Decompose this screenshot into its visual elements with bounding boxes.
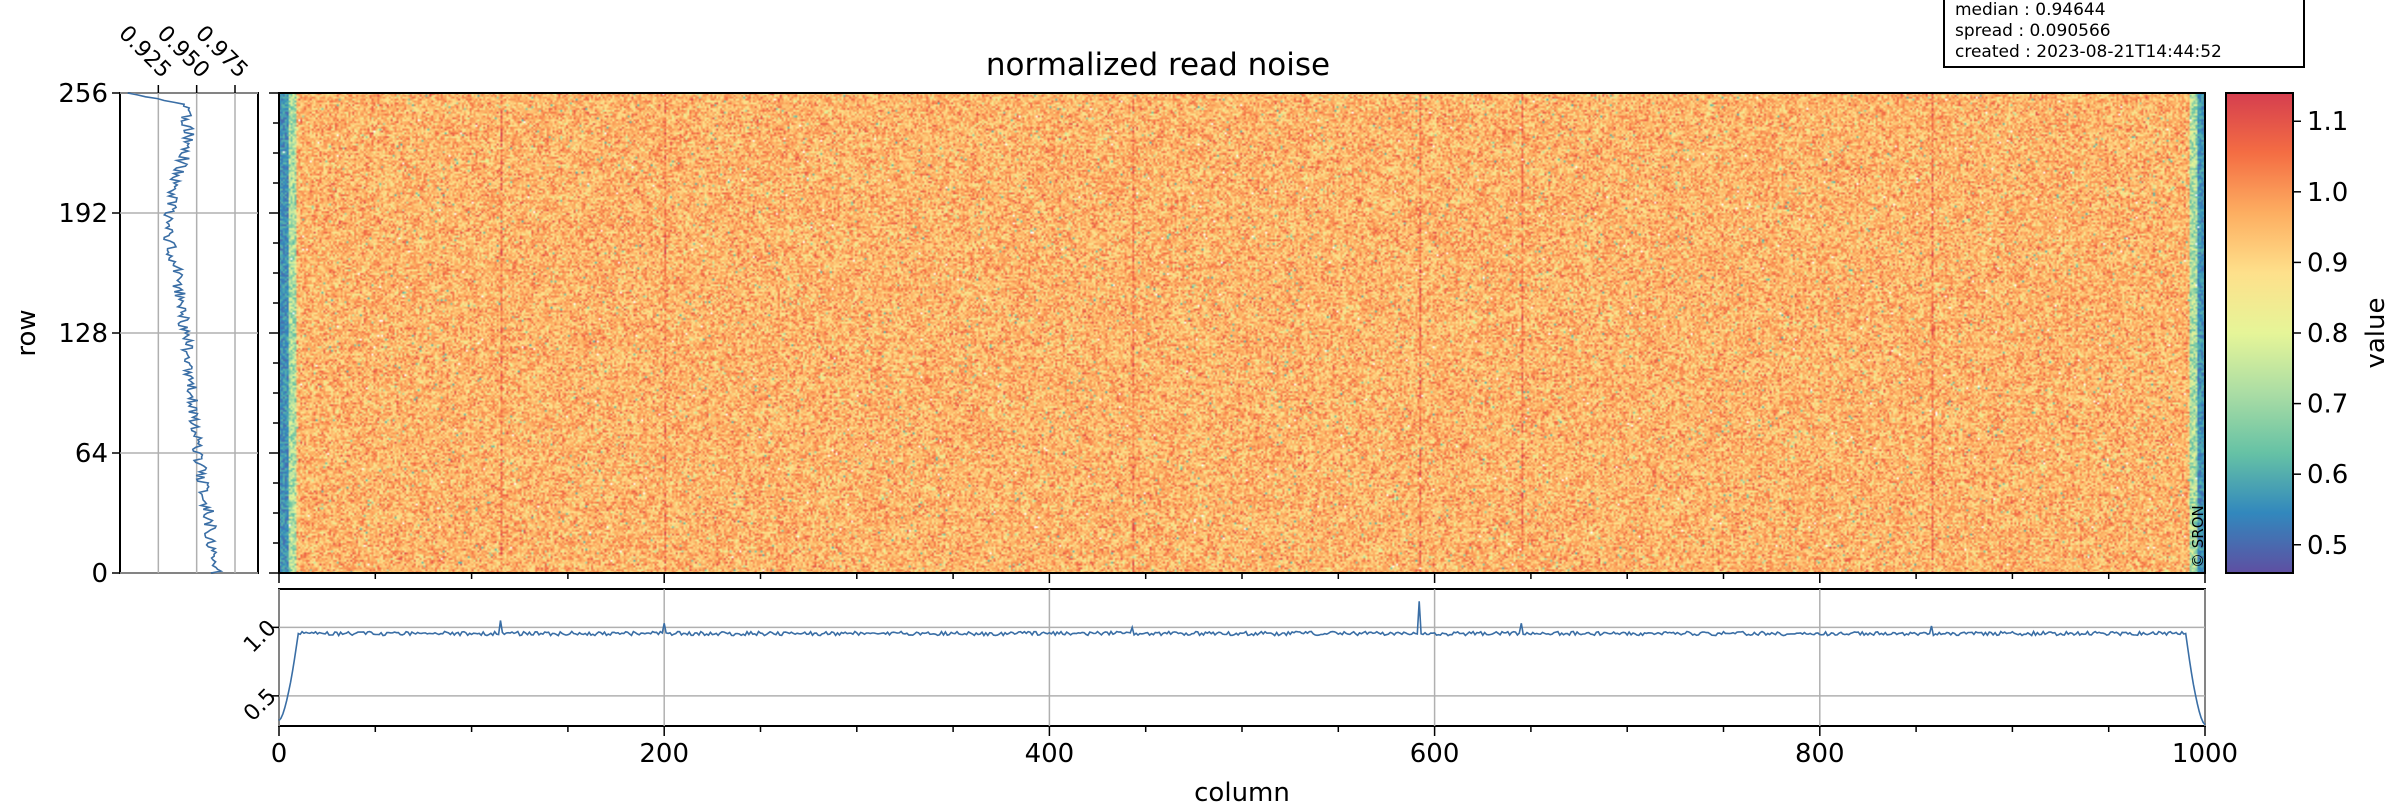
heatmap-panel: © SRON — [269, 92, 2207, 583]
column-tick-label: 400 — [1025, 739, 1075, 769]
row-profile-grid — [120, 92, 258, 574]
column-profile-grid — [278, 589, 2206, 726]
colorbar: 0.5 0.6 0.7 0.8 0.9 1.0 1.1 value — [2225, 92, 2391, 574]
column-tick-label: 200 — [639, 739, 689, 769]
colorbar-tick-label: 1.1 — [2307, 107, 2348, 137]
colorbar-tick-label: 1.0 — [2307, 178, 2348, 208]
colorbar-tick-label: 0.9 — [2307, 248, 2348, 278]
colorbar-tick-label: 0.6 — [2307, 460, 2348, 490]
row-tick-label: 0 — [91, 559, 108, 589]
column-tick-label: 1000 — [2172, 739, 2238, 769]
column-tick-label: 600 — [1410, 739, 1460, 769]
row-tick-label: 128 — [58, 319, 108, 349]
row-tick-label: 192 — [58, 199, 108, 229]
column-profile-y-tick-label: 0.5 — [239, 684, 281, 726]
stats-spread: spread : 0.090566 — [1955, 21, 2111, 41]
colorbar-gradient — [2225, 92, 2294, 574]
column-profile-line — [278, 601, 2206, 726]
colorbar-label: value — [2361, 297, 2391, 368]
column-profile-y-tick-label: 1.0 — [239, 616, 281, 658]
column-profile-frame — [278, 588, 2206, 727]
copyright-label: © SRON — [2189, 505, 2207, 568]
row-profile-y-ticks: 0 64 128 192 256 — [58, 79, 120, 589]
row-profile-line — [127, 92, 224, 574]
heatmap-image — [279, 93, 2205, 573]
colorbar-tick-label: 0.8 — [2307, 319, 2348, 349]
heatmap-x-ticks — [278, 573, 2206, 583]
colorbar-ticks: 0.5 0.6 0.7 0.8 0.9 1.0 1.1 — [2293, 107, 2348, 561]
heatmap-y-ticks — [269, 92, 279, 574]
column-axis-label: column — [1194, 778, 1290, 808]
stats-box: median : 0.94644 spread : 0.090566 creat… — [1943, 0, 2305, 68]
colorbar-tick-label: 0.7 — [2307, 390, 2348, 420]
column-tick-label: 800 — [1795, 739, 1845, 769]
colorbar-tick-label: 0.5 — [2307, 531, 2348, 561]
stats-created: created : 2023-08-21T14:44:52 — [1955, 42, 2222, 62]
row-tick-label: 256 — [58, 79, 108, 109]
row-tick-label: 64 — [75, 439, 108, 469]
column-profile-panel: 0 200 400 600 800 1000 0.5 1.0 column — [239, 588, 2238, 808]
row-axis-label: row — [12, 309, 42, 356]
column-profile-x-ticks: 0 200 400 600 800 1000 — [271, 726, 2238, 769]
stats-median: median : 0.94644 — [1955, 0, 2106, 20]
column-tick-label: 0 — [271, 739, 288, 769]
chart-title: normalized read noise — [986, 47, 1330, 83]
column-profile-y-ticks: 0.5 1.0 — [239, 616, 281, 727]
